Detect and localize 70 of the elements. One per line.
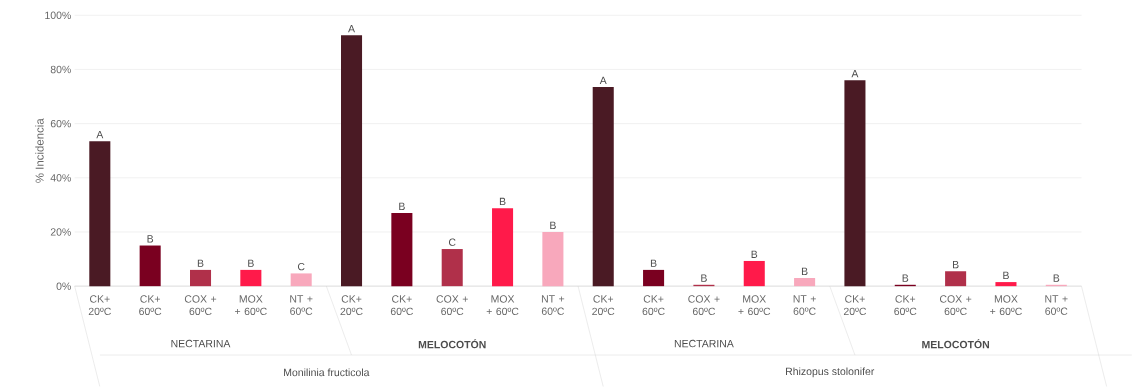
bar — [189, 269, 212, 287]
x-tick-label: NT + 60ºC — [793, 295, 816, 316]
data-label: B — [902, 274, 909, 282]
x-tick-label: CK+ 60ºC — [390, 295, 413, 316]
data-label: B — [952, 261, 959, 269]
text: Rhizopus stolonifer — [786, 367, 875, 378]
bar — [945, 271, 967, 287]
x-tick-label: COX + 60ºC — [436, 295, 468, 316]
y-tick-label: 80% — [50, 65, 71, 74]
bar — [391, 213, 413, 287]
y-tick-label: 20% — [50, 228, 71, 236]
bar — [643, 269, 665, 287]
x-tick-label: MOX + 60ºC — [738, 295, 771, 316]
x-tick-label: MOX + 60ºC — [990, 295, 1022, 316]
bar — [240, 269, 262, 287]
y-tick-label: 40% — [50, 174, 71, 182]
x-tick-label: COX + 60ºC — [939, 295, 972, 316]
bar — [441, 249, 463, 287]
x-tick-label: MOX + 60ºC — [235, 295, 267, 316]
bar — [844, 80, 866, 287]
data-label: A — [348, 25, 355, 33]
bar — [794, 278, 816, 287]
x-tick-label: NT + 60ºC — [541, 295, 565, 316]
bar — [542, 232, 564, 287]
x-tick-label: CK+ 60ºC — [894, 295, 917, 316]
bar — [592, 87, 614, 287]
data-label: B — [550, 221, 556, 229]
data-label: A — [599, 76, 607, 85]
bar — [995, 282, 1017, 287]
x-tick-label: CK+ 60ºC — [139, 295, 162, 316]
x-tick-label: CK+ 20ºC — [340, 295, 363, 316]
data-label: B — [701, 274, 707, 282]
x-tick-label: MOX + 60ºC — [486, 295, 519, 316]
bar — [89, 141, 111, 287]
text: NECTARINA — [171, 339, 231, 348]
data-label: C — [297, 263, 305, 271]
data-label: B — [1053, 274, 1060, 282]
x-tick-label: NT + 60ºC — [1045, 295, 1068, 316]
x-tick-label: COX + 60ºC — [184, 295, 217, 316]
text: MELOCOTÓN — [922, 338, 989, 349]
data-label: B — [399, 202, 405, 211]
text: MELOCOTÓN — [418, 338, 486, 349]
data-label: B — [650, 259, 657, 267]
bar — [341, 35, 363, 287]
x-tick-label: COX + 60ºC — [688, 295, 720, 316]
data-label: A — [96, 131, 104, 139]
y-tick-label: 60% — [50, 120, 71, 128]
bar — [139, 245, 161, 287]
data-label: B — [147, 235, 154, 243]
text: Monilinia fructicola — [284, 368, 370, 377]
data-label: B — [197, 259, 204, 267]
y-tick-label: 100% — [45, 11, 71, 20]
x-tick-label: CK+ 20ºC — [843, 295, 867, 316]
x-tick-label: NT + 60ºC — [290, 295, 313, 316]
x-tick-label: CK+ 60ºC — [642, 295, 665, 316]
data-label: B — [751, 250, 758, 258]
y-tick-label: 0% — [56, 282, 71, 290]
x-tick-label: CK+ 20ºC — [88, 295, 111, 316]
data-label: A — [851, 70, 859, 78]
bar — [290, 273, 312, 287]
x-tick-label: CK+ 20ºC — [592, 295, 615, 316]
data-label: C — [448, 238, 456, 247]
text: NECTARINA — [674, 339, 734, 348]
bar — [492, 208, 514, 287]
data-label: B — [248, 259, 254, 267]
data-label: B — [1003, 271, 1009, 280]
y-axis-title: % Incidencia — [35, 118, 44, 183]
bar — [743, 261, 765, 287]
data-label: B — [499, 197, 506, 206]
data-label: B — [801, 267, 808, 276]
